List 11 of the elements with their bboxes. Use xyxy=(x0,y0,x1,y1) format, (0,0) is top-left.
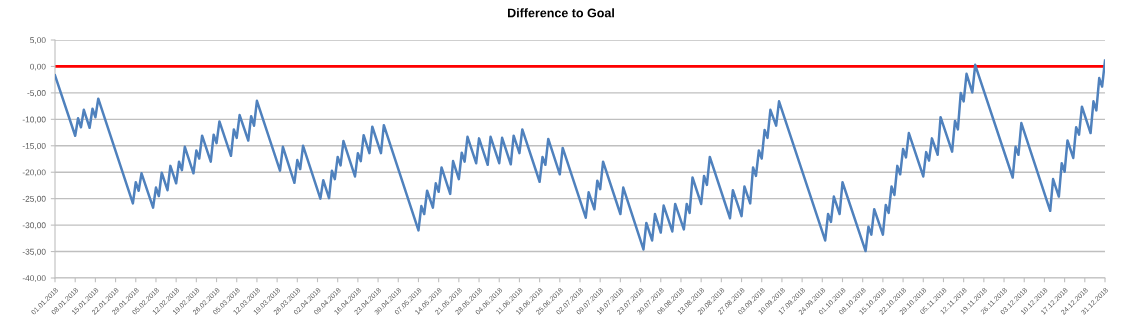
y-tick-label: -30,00 xyxy=(22,222,46,230)
y-tick-label: -5,00 xyxy=(27,90,46,97)
chart-title: Difference to Goal xyxy=(508,8,614,18)
y-tick-label: -10,00 xyxy=(22,116,46,124)
y-tick-label: -20,00 xyxy=(22,169,46,177)
y-tick-label: -35,00 xyxy=(22,248,46,256)
y-tick-label: -25,00 xyxy=(22,195,46,203)
y-tick-label: 0,00 xyxy=(30,63,46,71)
y-tick-label: 5,00 xyxy=(30,37,46,45)
y-tick-label: -15,00 xyxy=(22,142,46,150)
y-tick-label: -40,00 xyxy=(22,275,46,283)
